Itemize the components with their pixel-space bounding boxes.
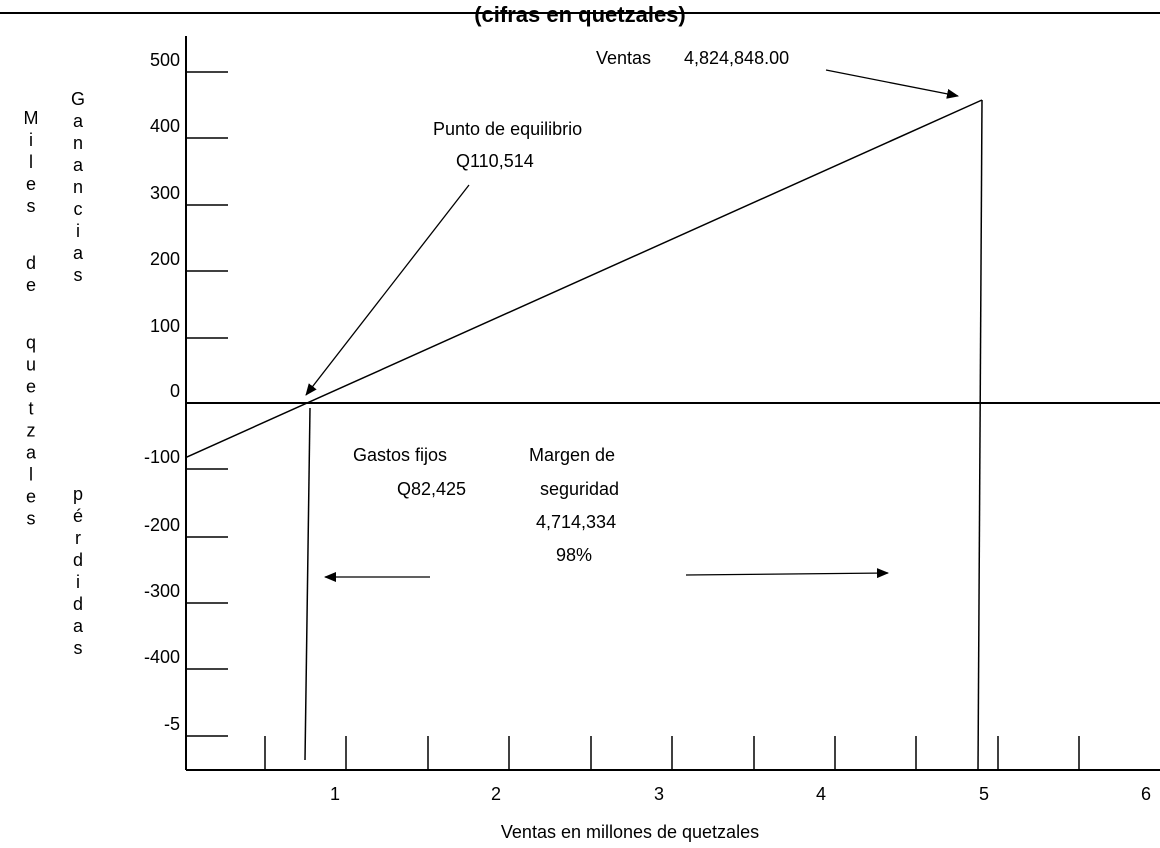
- y-axis-label-perdidas-char: s: [74, 638, 83, 658]
- y-tick-label: -100: [144, 447, 180, 467]
- x-minor-ticks: [264, 736, 1080, 770]
- y-tick-label: -300: [144, 581, 180, 601]
- y-axis-label-ganancias-char: a: [73, 243, 84, 263]
- y-tick-label: -200: [144, 515, 180, 535]
- y-axis-label-char: M: [24, 108, 39, 128]
- y-axis-label-perdidas-char: r: [75, 528, 81, 548]
- x-tick-label: 1: [330, 784, 340, 804]
- x-tick-label: 3: [654, 784, 664, 804]
- y-axis-label-ganancias-char: G: [71, 89, 85, 109]
- y-axis-label-perdidas-char: a: [73, 616, 84, 636]
- y-axis-label-char: l: [29, 464, 33, 484]
- y-ticks: 500 400 300 200 100 0 -100 -200 -300 -400 -5: [144, 50, 228, 737]
- y-axis-label-char: z: [27, 420, 36, 440]
- x-axis-label: Ventas en millones de quetzales: [501, 822, 759, 842]
- annotation-equilibrio-label: Punto de equilibrio: [433, 119, 582, 139]
- y-tick-label: 100: [150, 316, 180, 336]
- y-axis-label-ganancias-char: a: [73, 155, 84, 175]
- y-axis-label-ganancias-char: a: [73, 111, 84, 131]
- y-axis-label-char: a: [26, 442, 37, 462]
- y-axis-label-perdidas-char: d: [73, 594, 83, 614]
- annotation-margen-value: 4,714,334: [536, 512, 616, 532]
- series-line-ganancia: [185, 99, 983, 459]
- y-axis-label-ganancias-char: s: [74, 265, 83, 285]
- reference-line-equilibrio: [304, 407, 311, 761]
- arrow-right: [685, 568, 889, 579]
- y-axis-label-char: u: [26, 354, 36, 374]
- y-axis-label-char: d: [26, 253, 36, 273]
- y-axis-label-char: i: [29, 130, 33, 150]
- annotation-gastos-value: Q82,425: [397, 479, 466, 499]
- x-tick-label: 6: [1141, 784, 1151, 804]
- y-axis-label-ganancias-char: i: [76, 221, 80, 241]
- chart-title: (cifras en quetzales): [474, 2, 686, 27]
- x-ticks: 1 2 3 4 5 6: [330, 784, 1151, 804]
- y-axis-label-char: t: [28, 398, 33, 418]
- arrow-equilibrio: [305, 184, 470, 396]
- reference-line-ventas: [977, 99, 983, 771]
- annotation-ventas-value: 4,824,848.00: [684, 48, 789, 68]
- y-axis-label-perdidas-char: d: [73, 550, 83, 570]
- y-tick-label: 200: [150, 249, 180, 269]
- x-tick-label: 2: [491, 784, 501, 804]
- y-tick-label: 400: [150, 116, 180, 136]
- y-tick-label: 300: [150, 183, 180, 203]
- annotation-margen-label2: seguridad: [540, 479, 619, 499]
- y-axis-label-char: e: [26, 174, 36, 194]
- y-axis-label-char: e: [26, 376, 36, 396]
- y-axis-label-ganancias-char: n: [73, 133, 83, 153]
- y-tick-label: -400: [144, 647, 180, 667]
- y-axis-label-perdidas-char: é: [73, 506, 83, 526]
- y-tick-label: 500: [150, 50, 180, 70]
- annotation-margen-percent: 98%: [556, 545, 592, 565]
- y-axis-label-char: e: [26, 275, 36, 295]
- x-tick-label: 4: [816, 784, 826, 804]
- y-axis-label-char: s: [27, 508, 36, 528]
- y-axis-label-char: s: [27, 196, 36, 216]
- annotation-margen-label1: Margen de: [529, 445, 615, 465]
- annotation-ventas-label: Ventas: [596, 48, 651, 68]
- y-axis-label-char: e: [26, 486, 36, 506]
- y-tick-label: -5: [164, 714, 180, 734]
- y-axis-label-char: l: [29, 152, 33, 172]
- y-axis-label-ganancias-char: c: [74, 199, 83, 219]
- annotation-gastos-label: Gastos fijos: [353, 445, 447, 465]
- y-axis-label-perdidas-char: p: [73, 484, 83, 504]
- annotation-equilibrio-value: Q110,514: [456, 151, 534, 171]
- y-axis-label-char: q: [26, 332, 36, 352]
- y-axis-label-perdidas-char: i: [76, 572, 80, 592]
- y-axis-label-ganancias-char: n: [73, 177, 83, 197]
- y-tick-label: 0: [170, 381, 180, 401]
- x-tick-label: 5: [979, 784, 989, 804]
- arrow-ventas: [825, 69, 959, 99]
